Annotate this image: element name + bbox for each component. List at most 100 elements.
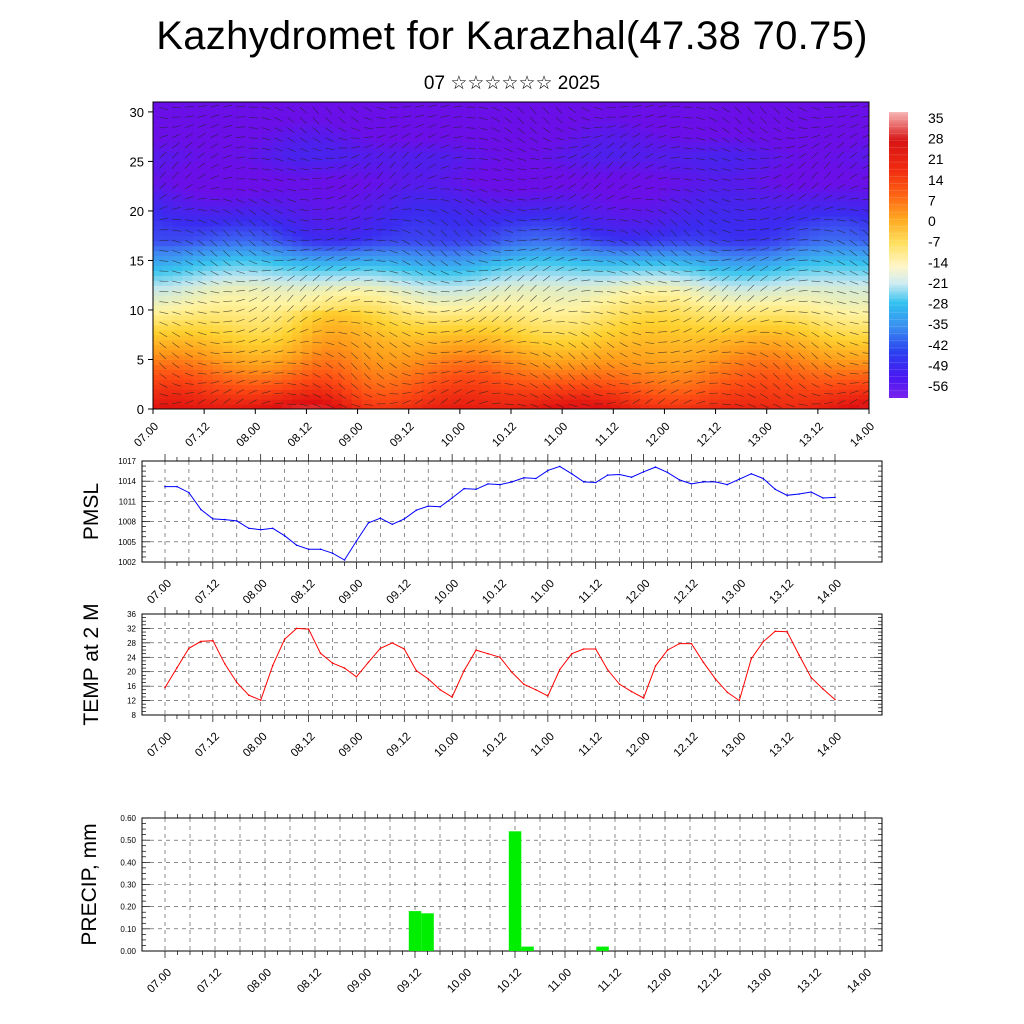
heatmap-cell	[292, 314, 303, 321]
heatmap-cell	[262, 280, 273, 286]
heatmap-cell	[640, 344, 651, 351]
heatmap-cell	[272, 116, 283, 123]
heatmap-cell	[590, 339, 602, 346]
heatmap-cell	[312, 126, 323, 133]
heatmap-cell	[153, 176, 164, 182]
heatmap-cell	[511, 146, 522, 153]
heatmap-cell	[421, 344, 433, 351]
wind-vector	[325, 393, 334, 399]
heatmap-cell	[580, 210, 592, 217]
heatmap-cell	[670, 121, 681, 128]
heatmap-cell	[153, 210, 164, 217]
heatmap-cell	[590, 349, 602, 356]
heatmap-cell	[252, 384, 263, 390]
heatmap-cell	[162, 334, 174, 341]
heatmap-cell	[511, 250, 522, 257]
heatmap-cell	[839, 201, 850, 207]
heatmap-cell	[620, 191, 631, 197]
heatmap-cell	[232, 210, 244, 217]
heatmap-cell	[511, 156, 522, 163]
heatmap-cell	[849, 290, 860, 296]
heatmap-cell	[789, 111, 800, 118]
heatmap-cell	[590, 161, 602, 167]
heatmap-cell	[421, 364, 433, 370]
heatmap-cell	[431, 280, 442, 286]
heatmap-cell	[799, 305, 810, 311]
heatmap-cell	[749, 290, 761, 296]
heatmap-cell	[699, 111, 711, 118]
heatmap-cell	[322, 171, 333, 177]
heatmap-cell	[799, 102, 810, 108]
heatmap-cell	[849, 131, 860, 138]
heatmap-cell	[232, 379, 244, 385]
wind-vector	[274, 250, 284, 253]
heatmap-cell	[471, 339, 482, 346]
heatmap-cell	[153, 404, 164, 409]
heatmap-cell	[312, 260, 323, 266]
heatmap-cell	[680, 235, 691, 242]
heatmap-cell	[690, 205, 701, 212]
wind-vector	[312, 265, 321, 272]
heatmap-cell	[411, 106, 423, 113]
heatmap-cell	[371, 240, 383, 247]
heatmap-cell	[172, 270, 184, 276]
heatmap-cell	[312, 334, 323, 341]
heatmap-cell	[600, 151, 612, 158]
heatmap-cell	[232, 285, 244, 291]
wind-vector	[261, 305, 269, 313]
heatmap-cell	[530, 344, 542, 351]
heatmap-cell	[600, 230, 612, 237]
heatmap-cell	[660, 300, 671, 306]
heatmap-cell	[252, 220, 263, 227]
heatmap-cell	[839, 314, 850, 321]
wind-vector	[248, 188, 258, 192]
heatmap-cell	[511, 394, 522, 400]
wind-vector	[363, 332, 373, 337]
heatmap-cell	[799, 354, 810, 361]
heatmap-cell	[371, 260, 383, 266]
heatmap-cell	[272, 364, 283, 370]
heatmap-cell	[570, 255, 582, 262]
heatmap-cell	[550, 205, 562, 212]
heatmap-cell	[411, 344, 423, 351]
heatmap-cell	[580, 334, 592, 341]
heatmap-cell	[799, 230, 810, 237]
heatmap-cell	[630, 379, 641, 385]
heatmap-cell	[849, 369, 860, 375]
heatmap-cell	[650, 141, 661, 148]
heatmap-cell	[162, 121, 174, 128]
heatmap-cell	[809, 314, 820, 321]
heatmap-cell	[481, 102, 492, 108]
heatmap-cell	[520, 235, 532, 242]
heatmap-cell	[799, 364, 810, 370]
heatmap-cell	[272, 295, 283, 301]
heatmap-cell	[212, 126, 224, 133]
heatmap-cell	[699, 389, 711, 395]
heatmap-cell	[471, 181, 482, 187]
heatmap-cell	[600, 220, 612, 227]
heatmap-cell	[759, 399, 771, 405]
heatmap-cell	[431, 210, 442, 217]
heatmap-cell	[202, 210, 214, 217]
heatmap-cell	[371, 404, 383, 409]
heatmap-cell	[481, 156, 492, 163]
heatmap-cell	[441, 245, 452, 252]
heatmap-cell	[481, 314, 492, 321]
heatmap-cell	[202, 334, 214, 341]
heatmap-cell	[222, 215, 234, 222]
heatmap-cell	[759, 116, 771, 123]
heatmap-cell	[192, 191, 204, 197]
heatmap-cell	[520, 255, 532, 262]
heatmap-cell	[769, 354, 781, 361]
heatmap-cell	[153, 329, 164, 336]
heatmap-cell	[630, 215, 641, 222]
heatmap-cell	[272, 245, 283, 252]
heatmap-cell	[421, 255, 433, 262]
heatmap-cell	[232, 136, 244, 143]
heatmap-cell	[172, 171, 184, 177]
heatmap-cell	[600, 280, 612, 286]
heatmap-cell	[699, 240, 711, 247]
heatmap-cell	[292, 275, 303, 281]
heatmap-cell	[202, 151, 214, 158]
heatmap-cell	[242, 116, 254, 123]
